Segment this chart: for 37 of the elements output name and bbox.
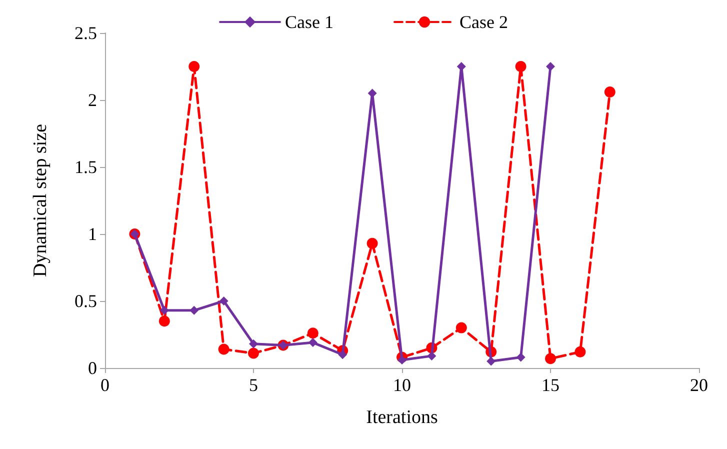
point: [218, 344, 230, 355]
point: [398, 355, 406, 364]
point: [486, 356, 496, 366]
point: [366, 238, 378, 249]
point: [338, 350, 348, 360]
x-tick-label: 5: [249, 375, 258, 395]
x-tick-label: 15: [542, 375, 560, 395]
point: [307, 328, 318, 339]
legend-label: Case 2: [460, 12, 508, 32]
y-tick-label: 1.5: [74, 157, 97, 177]
point: [456, 322, 467, 334]
point: [574, 346, 586, 358]
point: [190, 306, 199, 315]
point: [427, 351, 436, 360]
legend-label: Case 1: [285, 12, 334, 32]
y-tick-label: 1: [88, 224, 97, 244]
point: [219, 296, 228, 306]
x-axis-title: Iterations: [366, 407, 438, 428]
point: [604, 86, 616, 98]
y-axis-title: Dynamical step size: [30, 124, 51, 278]
point: [188, 61, 200, 72]
point: [516, 352, 526, 362]
point: [308, 338, 318, 348]
point: [160, 306, 169, 315]
x-tick-label: 20: [690, 375, 708, 395]
x-tick-label: 0: [100, 375, 110, 395]
x-tick-label: 10: [393, 375, 411, 395]
point: [545, 353, 556, 364]
point: [546, 62, 555, 71]
point: [249, 339, 258, 348]
y-tick-label: 0: [88, 358, 97, 378]
y-tick-label: 2: [88, 90, 97, 110]
point: [248, 348, 259, 359]
point: [158, 316, 170, 327]
y-tick-label: 2.5: [74, 23, 97, 43]
point: [515, 61, 526, 72]
y-tick-label: 0.5: [74, 291, 97, 311]
